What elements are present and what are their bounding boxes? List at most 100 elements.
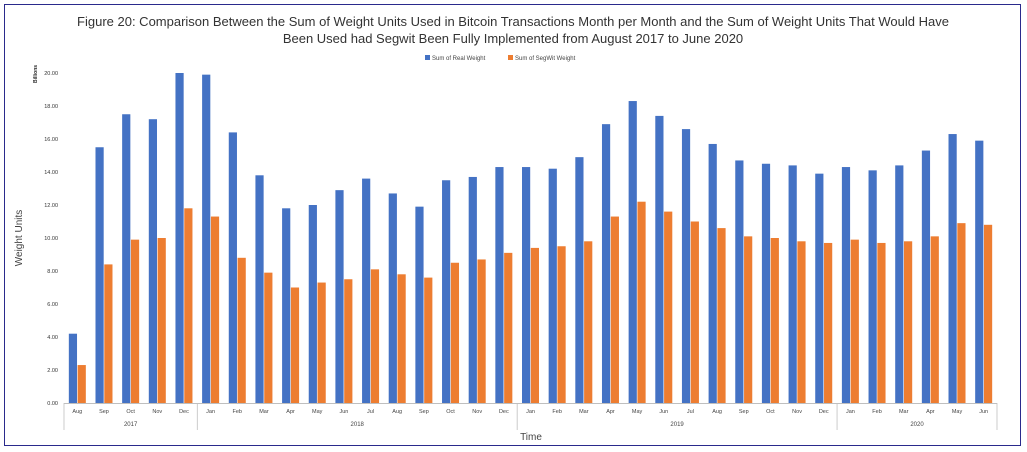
bar-segwit-weight: [237, 257, 246, 403]
bar-real-weight: [415, 206, 424, 403]
bar-real-weight: [761, 163, 771, 403]
y-tick-label: 8.00: [47, 269, 58, 275]
bar-real-weight: [468, 176, 477, 403]
chart-title-line2: Been Used had Segwit Been Fully Implemen…: [283, 31, 743, 46]
bar-segwit-weight: [450, 262, 460, 403]
bar-segwit-weight: [690, 221, 699, 403]
y-unit-label: Billions: [33, 65, 39, 83]
bar-segwit-weight: [850, 239, 859, 403]
x-tick-label: Dec: [819, 409, 829, 415]
bar-segwit-weight: [530, 247, 539, 403]
bar-real-weight: [95, 147, 104, 403]
bar-segwit-weight: [610, 216, 619, 403]
x-tick-label: May: [632, 409, 643, 415]
bar-segwit-weight: [477, 259, 486, 403]
bar-real-weight: [335, 190, 344, 403]
x-tick-label: Jan: [206, 409, 215, 415]
bar-real-weight: [255, 175, 264, 403]
year-label: 2020: [910, 422, 924, 428]
x-tick-label: Feb: [233, 409, 242, 415]
legend-label-segwit: Sum of SegWit Weight: [515, 56, 576, 62]
x-tick-label: Mar: [579, 409, 589, 415]
x-tick-label: Jun: [339, 409, 348, 415]
legend-swatch-real: [425, 55, 430, 60]
y-axis-title: Weight Units: [14, 210, 25, 267]
x-tick-label: Jan: [526, 409, 535, 415]
legend: Sum of Real Weight Sum of SegWit Weight: [425, 55, 576, 62]
bar-segwit-weight: [744, 236, 753, 403]
y-axis-ticks: 0.00 2.00 4.00 6.00 8.00 10.00 12.00 14.00 16.00…: [44, 71, 58, 407]
x-tick-label: Sep: [99, 409, 109, 415]
x-tick-label: Aug: [712, 409, 722, 415]
bar-segwit-weight: [104, 264, 113, 403]
bar-segwit-weight: [717, 228, 726, 403]
x-tick-label: Apr: [606, 409, 615, 415]
x-tick-label: May: [312, 409, 323, 415]
bar-segwit-weight: [290, 287, 300, 403]
x-tick-label: Jan: [846, 409, 855, 415]
bar-segwit-weight: [130, 239, 140, 403]
x-tick-label: Apr: [286, 409, 295, 415]
x-tick-label: Oct: [126, 409, 135, 415]
bar-segwit-weight: [770, 238, 779, 403]
bar-real-weight: [948, 134, 957, 404]
y-tick-label: 0.00: [47, 401, 58, 407]
bar-segwit-weight: [637, 201, 646, 403]
x-tick-label: Dec: [499, 409, 509, 415]
bar-segwit-weight: [930, 236, 939, 403]
x-tick-label: Jul: [687, 409, 694, 415]
x-tick-label: Jun: [979, 409, 988, 415]
bar-segwit-weight: [210, 216, 220, 403]
x-tick-label: Jul: [367, 409, 374, 415]
legend-label-real: Sum of Real Weight: [432, 56, 486, 62]
bar-real-weight: [921, 150, 931, 403]
bar-real-weight: [708, 143, 717, 403]
bar-real-weight: [308, 205, 317, 403]
bar-real-weight: [895, 165, 904, 403]
bar-real-weight: [815, 173, 824, 403]
x-tick-label: Nov: [152, 409, 162, 415]
x-tick-label: Sep: [419, 409, 429, 415]
x-tick-label: Sep: [739, 409, 749, 415]
bar-real-weight: [628, 101, 637, 404]
x-tick-label: Mar: [259, 409, 269, 415]
bars: [68, 73, 993, 404]
bar-segwit-weight: [317, 282, 326, 403]
x-tick-label: Nov: [472, 409, 482, 415]
bar-segwit-weight: [424, 277, 433, 403]
x-tick-label: Nov: [792, 409, 802, 415]
bar-segwit-weight: [77, 365, 86, 403]
bar-real-weight: [975, 140, 984, 403]
bar-segwit-weight: [157, 238, 166, 403]
bar-segwit-weight: [797, 241, 806, 403]
bar-real-weight: [228, 132, 237, 403]
bar-real-weight: [68, 333, 78, 403]
bar-real-weight: [362, 178, 371, 403]
bar-real-weight: [442, 180, 451, 403]
legend-swatch-segwit: [508, 55, 513, 60]
bar-segwit-weight: [957, 223, 966, 403]
bar-real-weight: [548, 168, 557, 403]
x-axis-labels: Aug Sep Oct Nov Dec Jan Feb Mar Apr May Jun Jul Aug S…: [63, 403, 998, 430]
x-tick-label: Dec: [179, 409, 189, 415]
y-tick-label: 6.00: [47, 302, 58, 308]
bar-real-weight: [788, 165, 797, 403]
bar-real-weight: [148, 119, 157, 403]
bar-real-weight: [868, 170, 877, 403]
bar-segwit-weight: [504, 252, 513, 403]
bar-real-weight: [522, 167, 531, 403]
bar-segwit-weight: [824, 242, 833, 403]
x-tick-label: Feb: [872, 409, 881, 415]
y-tick-label: 16.00: [44, 137, 58, 143]
bar-segwit-weight: [584, 241, 593, 403]
bar-real-weight: [575, 157, 584, 403]
x-tick-label: Mar: [899, 409, 909, 415]
bar-segwit-weight: [344, 279, 353, 403]
x-axis-title: Time: [520, 432, 542, 443]
bar-segwit-weight: [184, 208, 193, 403]
y-tick-label: 4.00: [47, 335, 58, 341]
year-label: 2018: [351, 422, 365, 428]
y-tick-label: 2.00: [47, 368, 58, 374]
bar-segwit-weight: [370, 269, 380, 403]
